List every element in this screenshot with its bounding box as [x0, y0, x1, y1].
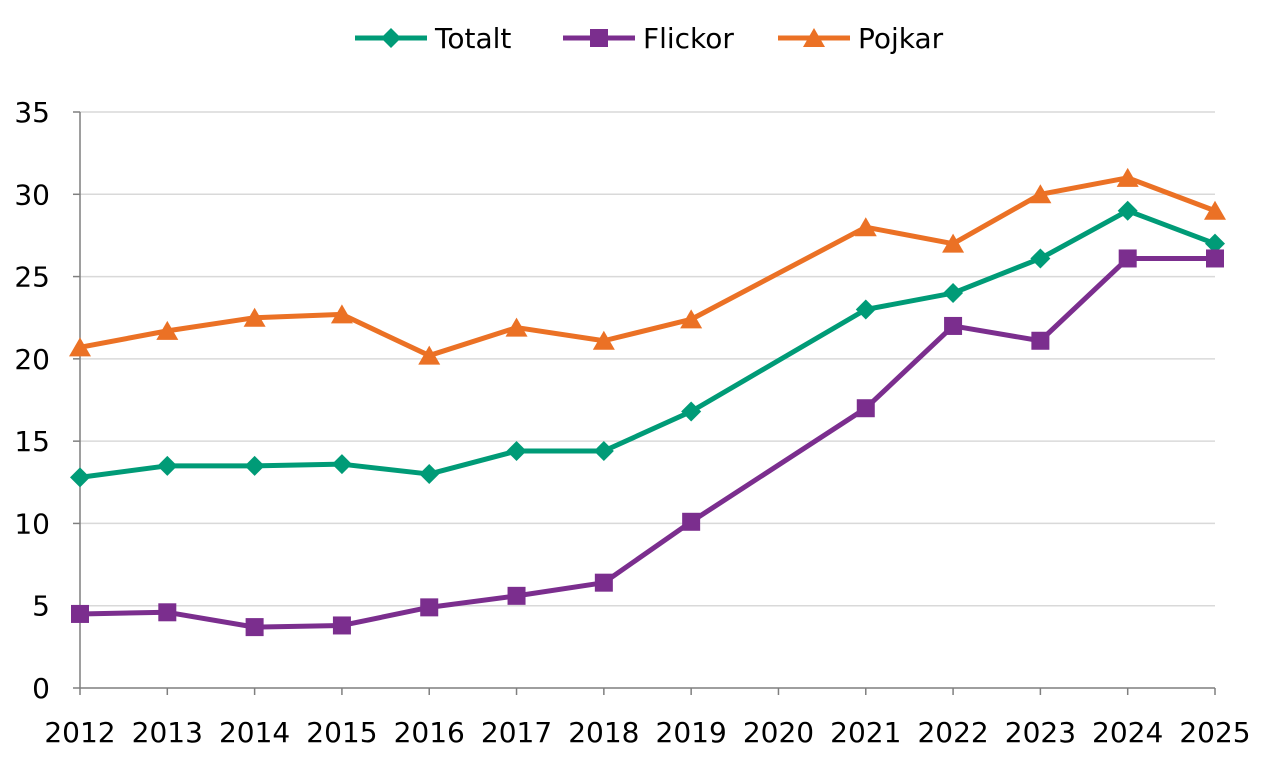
x-tick-label: 2017 [481, 716, 552, 749]
legend-marker [381, 28, 401, 48]
data-point [1204, 200, 1226, 220]
data-point [418, 345, 441, 365]
legend: Totalt Flickor Pojkar [355, 22, 944, 55]
legend-label: Flickor [643, 22, 734, 55]
data-point [1029, 184, 1052, 204]
series-flickor [71, 249, 1224, 637]
y-tick-label: 15 [14, 425, 50, 458]
data-point [71, 604, 89, 623]
y-tick-label: 30 [14, 178, 50, 211]
data-point [681, 401, 702, 422]
data-point [505, 317, 528, 337]
data-point [682, 512, 701, 531]
x-tick-label: 2018 [568, 716, 639, 749]
x-tick-label: 2014 [219, 716, 290, 749]
legend-item: Flickor [563, 22, 734, 55]
x-tick-label: 2022 [917, 716, 988, 749]
data-point [243, 307, 266, 327]
data-point [330, 304, 353, 324]
data-point [856, 399, 875, 418]
y-tick-label: 10 [14, 507, 50, 540]
data-point [158, 603, 177, 622]
data-point [1206, 249, 1224, 268]
data-point [156, 320, 179, 340]
data-point [245, 618, 264, 637]
series-layer [69, 167, 1226, 637]
legend-label: Totalt [434, 22, 511, 55]
data-point [593, 441, 614, 462]
data-point [1117, 200, 1138, 221]
data-point [1031, 331, 1050, 350]
legend-marker [590, 29, 608, 47]
y-tick-label: 0 [32, 672, 50, 705]
data-point [680, 309, 703, 329]
legend-marker [803, 28, 825, 47]
x-tick-label: 2012 [44, 716, 115, 749]
data-point [1030, 248, 1051, 269]
data-point [244, 455, 265, 476]
x-tick-label: 2013 [132, 716, 203, 749]
data-point [855, 299, 876, 320]
y-tick-label: 20 [14, 343, 50, 376]
data-point [157, 455, 178, 476]
x-tick-label: 2023 [1005, 716, 1076, 749]
data-point [331, 454, 352, 475]
series-totalt [70, 200, 1225, 488]
series-pojkar [69, 167, 1226, 365]
y-tick-label: 25 [14, 261, 50, 294]
grid-lines [80, 111, 1215, 607]
series-line [79, 255, 1215, 630]
data-point [854, 217, 877, 237]
data-point [1118, 249, 1137, 268]
data-point [1116, 167, 1139, 187]
data-point [942, 233, 965, 253]
legend-item: Totalt [355, 22, 511, 55]
legend-label: Pojkar [858, 22, 944, 55]
y-tick-label: 35 [14, 96, 50, 129]
data-point [70, 467, 90, 488]
series-line [79, 175, 1216, 359]
data-point [419, 464, 440, 485]
x-tick-label: 2025 [1179, 716, 1250, 749]
data-point [420, 598, 439, 617]
x-axis-ticks: 2012 2013 2014 2015 2016 2017 2018 2019 2020 2021… [44, 688, 1251, 749]
data-point [594, 573, 613, 592]
y-tick-label: 5 [32, 590, 50, 623]
y-axis-ticks: 0 5 10 15 20 25 30 35 [14, 96, 80, 705]
data-point [332, 616, 351, 635]
x-tick-label: 2016 [394, 716, 465, 749]
data-point [1205, 233, 1225, 254]
x-tick-label: 2020 [743, 716, 814, 749]
data-point [69, 337, 91, 357]
axes [79, 112, 1215, 689]
x-tick-label: 2019 [656, 716, 727, 749]
x-tick-label: 2024 [1092, 716, 1163, 749]
data-point [943, 283, 964, 304]
data-point [507, 586, 526, 605]
x-tick-label: 2015 [306, 716, 377, 749]
x-tick-label: 2021 [830, 716, 901, 749]
legend-item: Pojkar [778, 22, 944, 55]
data-point [506, 441, 527, 462]
data-point [592, 330, 615, 350]
data-point [944, 316, 963, 335]
